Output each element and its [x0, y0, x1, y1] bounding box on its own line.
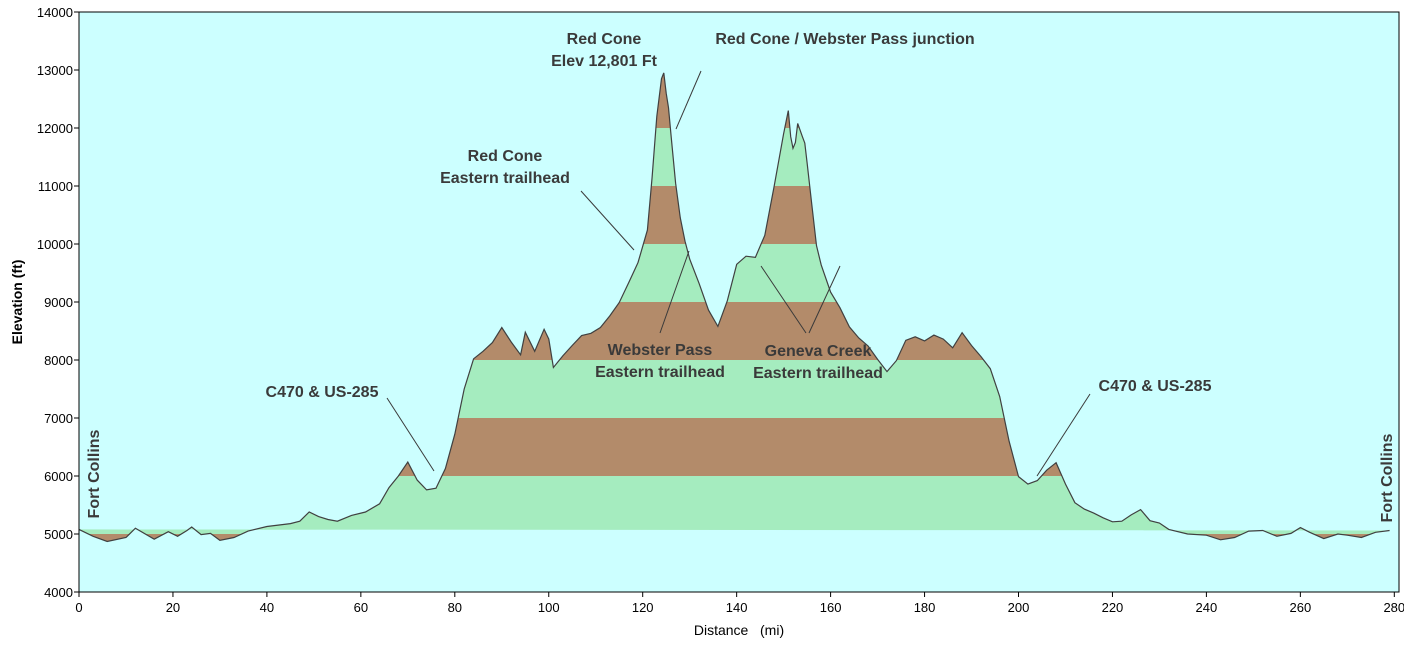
annotation-line: C470 & US-285 — [1099, 378, 1212, 395]
annotation-leader-line — [1036, 393, 1091, 477]
y-tick-label: 6000 — [44, 469, 73, 484]
y-tick-label: 10000 — [37, 237, 73, 252]
y-tick-label: 12000 — [37, 121, 73, 136]
annotation-label: Webster Pass Eastern trailhead — [595, 342, 725, 381]
annotation-line: Red Cone / Webster Pass junction — [715, 31, 974, 48]
annotation-leader-line — [386, 397, 435, 472]
annotation-leader-line — [760, 265, 807, 334]
x-tick-label: 180 — [914, 600, 936, 615]
y-tick-label: 9000 — [44, 295, 73, 310]
annotation-line: Elev 12,801 Ft — [551, 53, 658, 70]
x-tick-label: 140 — [726, 600, 748, 615]
x-tick-label: 260 — [1290, 600, 1312, 615]
annotation-leader-line — [808, 265, 841, 334]
x-tick-label: 0 — [75, 600, 82, 615]
y-axis-label: Elevation (ft) — [9, 260, 25, 345]
x-tick-label: 20 — [166, 600, 180, 615]
elevation-profile-line — [78, 72, 1390, 543]
y-tick-label: 13000 — [37, 63, 73, 78]
annotation-line: Red Cone — [567, 31, 642, 48]
x-tick-label: 160 — [820, 600, 842, 615]
annotation-line: C470 & US-285 — [266, 384, 379, 401]
x-tick-label: 120 — [632, 600, 654, 615]
y-tick-label: 8000 — [44, 353, 73, 368]
annotation-label: Red Cone Elev 12,801 Ft — [551, 31, 658, 70]
annotation-label: Fort Collins — [86, 429, 103, 518]
x-tick-label: 60 — [354, 600, 368, 615]
annotation-label: Red Cone / Webster Pass junction — [715, 31, 974, 48]
annotation-line: Red Cone — [468, 148, 543, 165]
annotation-leader-line — [580, 190, 635, 251]
annotation-label: Red Cone Eastern trailhead — [440, 148, 570, 187]
y-tick-label: 5000 — [44, 527, 73, 542]
x-tick-label: 220 — [1102, 600, 1124, 615]
y-tick-label: 4000 — [44, 585, 73, 600]
x-tick-label: 100 — [538, 600, 560, 615]
annotation-label: Fort Collins — [1379, 433, 1396, 522]
y-tick-label: 14000 — [37, 5, 73, 20]
y-tick-label: 11000 — [38, 179, 73, 194]
annotation-line: Geneva Creek — [765, 343, 872, 360]
annotation-leader-line — [659, 250, 690, 334]
annotation-line: Eastern trailhead — [753, 365, 883, 382]
y-tick-label: 7000 — [44, 411, 73, 426]
annotation-label: C470 & US-285 — [1099, 378, 1212, 395]
x-axis-label: Distance (mi) — [694, 622, 784, 638]
annotation-line: Fort Collins — [86, 429, 103, 518]
x-tick-label: 280 — [1383, 600, 1404, 615]
annotation-label: Geneva Creek Eastern trailhead — [753, 343, 883, 382]
x-tick-label: 200 — [1008, 600, 1030, 615]
x-tick-label: 240 — [1196, 600, 1218, 615]
annotation-leader-line — [675, 70, 702, 130]
x-tick-label: 40 — [260, 600, 274, 615]
annotation-line: Webster Pass — [608, 342, 713, 359]
annotation-line: Eastern trailhead — [440, 170, 570, 187]
annotation-line: Fort Collins — [1379, 433, 1396, 522]
annotation-line: Eastern trailhead — [595, 364, 725, 381]
x-tick-label: 80 — [448, 600, 462, 615]
annotation-label: C470 & US-285 — [266, 384, 379, 401]
